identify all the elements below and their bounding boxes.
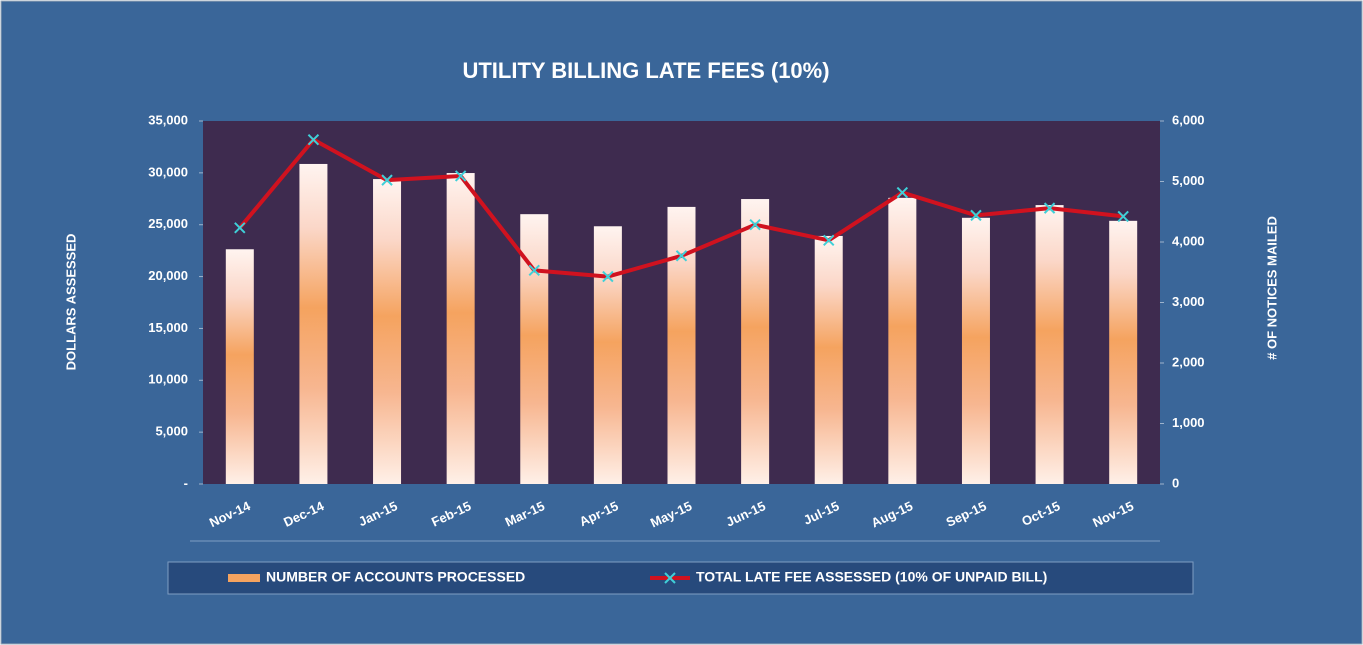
bar [446, 173, 475, 484]
bar [1035, 205, 1064, 484]
marker [307, 133, 320, 146]
y-tick-label: 30,000 [148, 164, 188, 179]
marker [602, 270, 614, 283]
y-tick-label: 10,000 [148, 372, 188, 387]
marker [970, 209, 982, 222]
legend-marker [664, 572, 676, 584]
bar [225, 249, 254, 484]
marker [454, 170, 467, 182]
bar [299, 163, 328, 484]
y2-tick-label: 6,000 [1172, 112, 1205, 127]
marker [234, 222, 246, 234]
bar [888, 197, 917, 484]
marker [675, 250, 688, 262]
chart-title: UTILITY BILLING LATE FEES (10%) [462, 58, 829, 83]
y-tick-label: 5,000 [155, 424, 188, 439]
y-tick-label: 25,000 [148, 216, 188, 231]
bar [667, 206, 696, 484]
marker [896, 186, 909, 199]
marker [1043, 202, 1056, 214]
bar [814, 235, 843, 484]
bar [373, 179, 402, 484]
bar [741, 199, 770, 485]
marker [749, 219, 761, 231]
legend-label: TOTAL LATE FEE ASSESSED (10% OF UNPAID B… [696, 569, 1047, 585]
marker [528, 264, 540, 277]
bar [593, 226, 622, 484]
y-tick-label: 15,000 [148, 320, 188, 335]
legend-label: NUMBER OF ACCOUNTS PROCESSED [266, 569, 525, 585]
y2-tick-label: 1,000 [1172, 415, 1205, 430]
marker [1117, 210, 1129, 223]
y-tick-label: - [184, 475, 188, 490]
y2-tick-label: 4,000 [1172, 233, 1205, 248]
y2-tick-label: 0 [1172, 475, 1179, 490]
marker [823, 234, 835, 246]
y-axis-title: DOLLARS ASSESSED [63, 234, 78, 371]
y2-tick-label: 5,000 [1172, 173, 1205, 188]
marker [381, 174, 393, 186]
y-tick-label: 35,000 [148, 112, 188, 127]
legend-swatch [228, 574, 260, 582]
y-tick-label: 20,000 [148, 268, 188, 283]
y2-axis-title: # OF NOTICES MAILED [1264, 216, 1279, 360]
bar [961, 217, 990, 485]
bar [1109, 220, 1138, 484]
y2-tick-label: 3,000 [1172, 294, 1205, 309]
y2-tick-label: 2,000 [1172, 354, 1205, 369]
